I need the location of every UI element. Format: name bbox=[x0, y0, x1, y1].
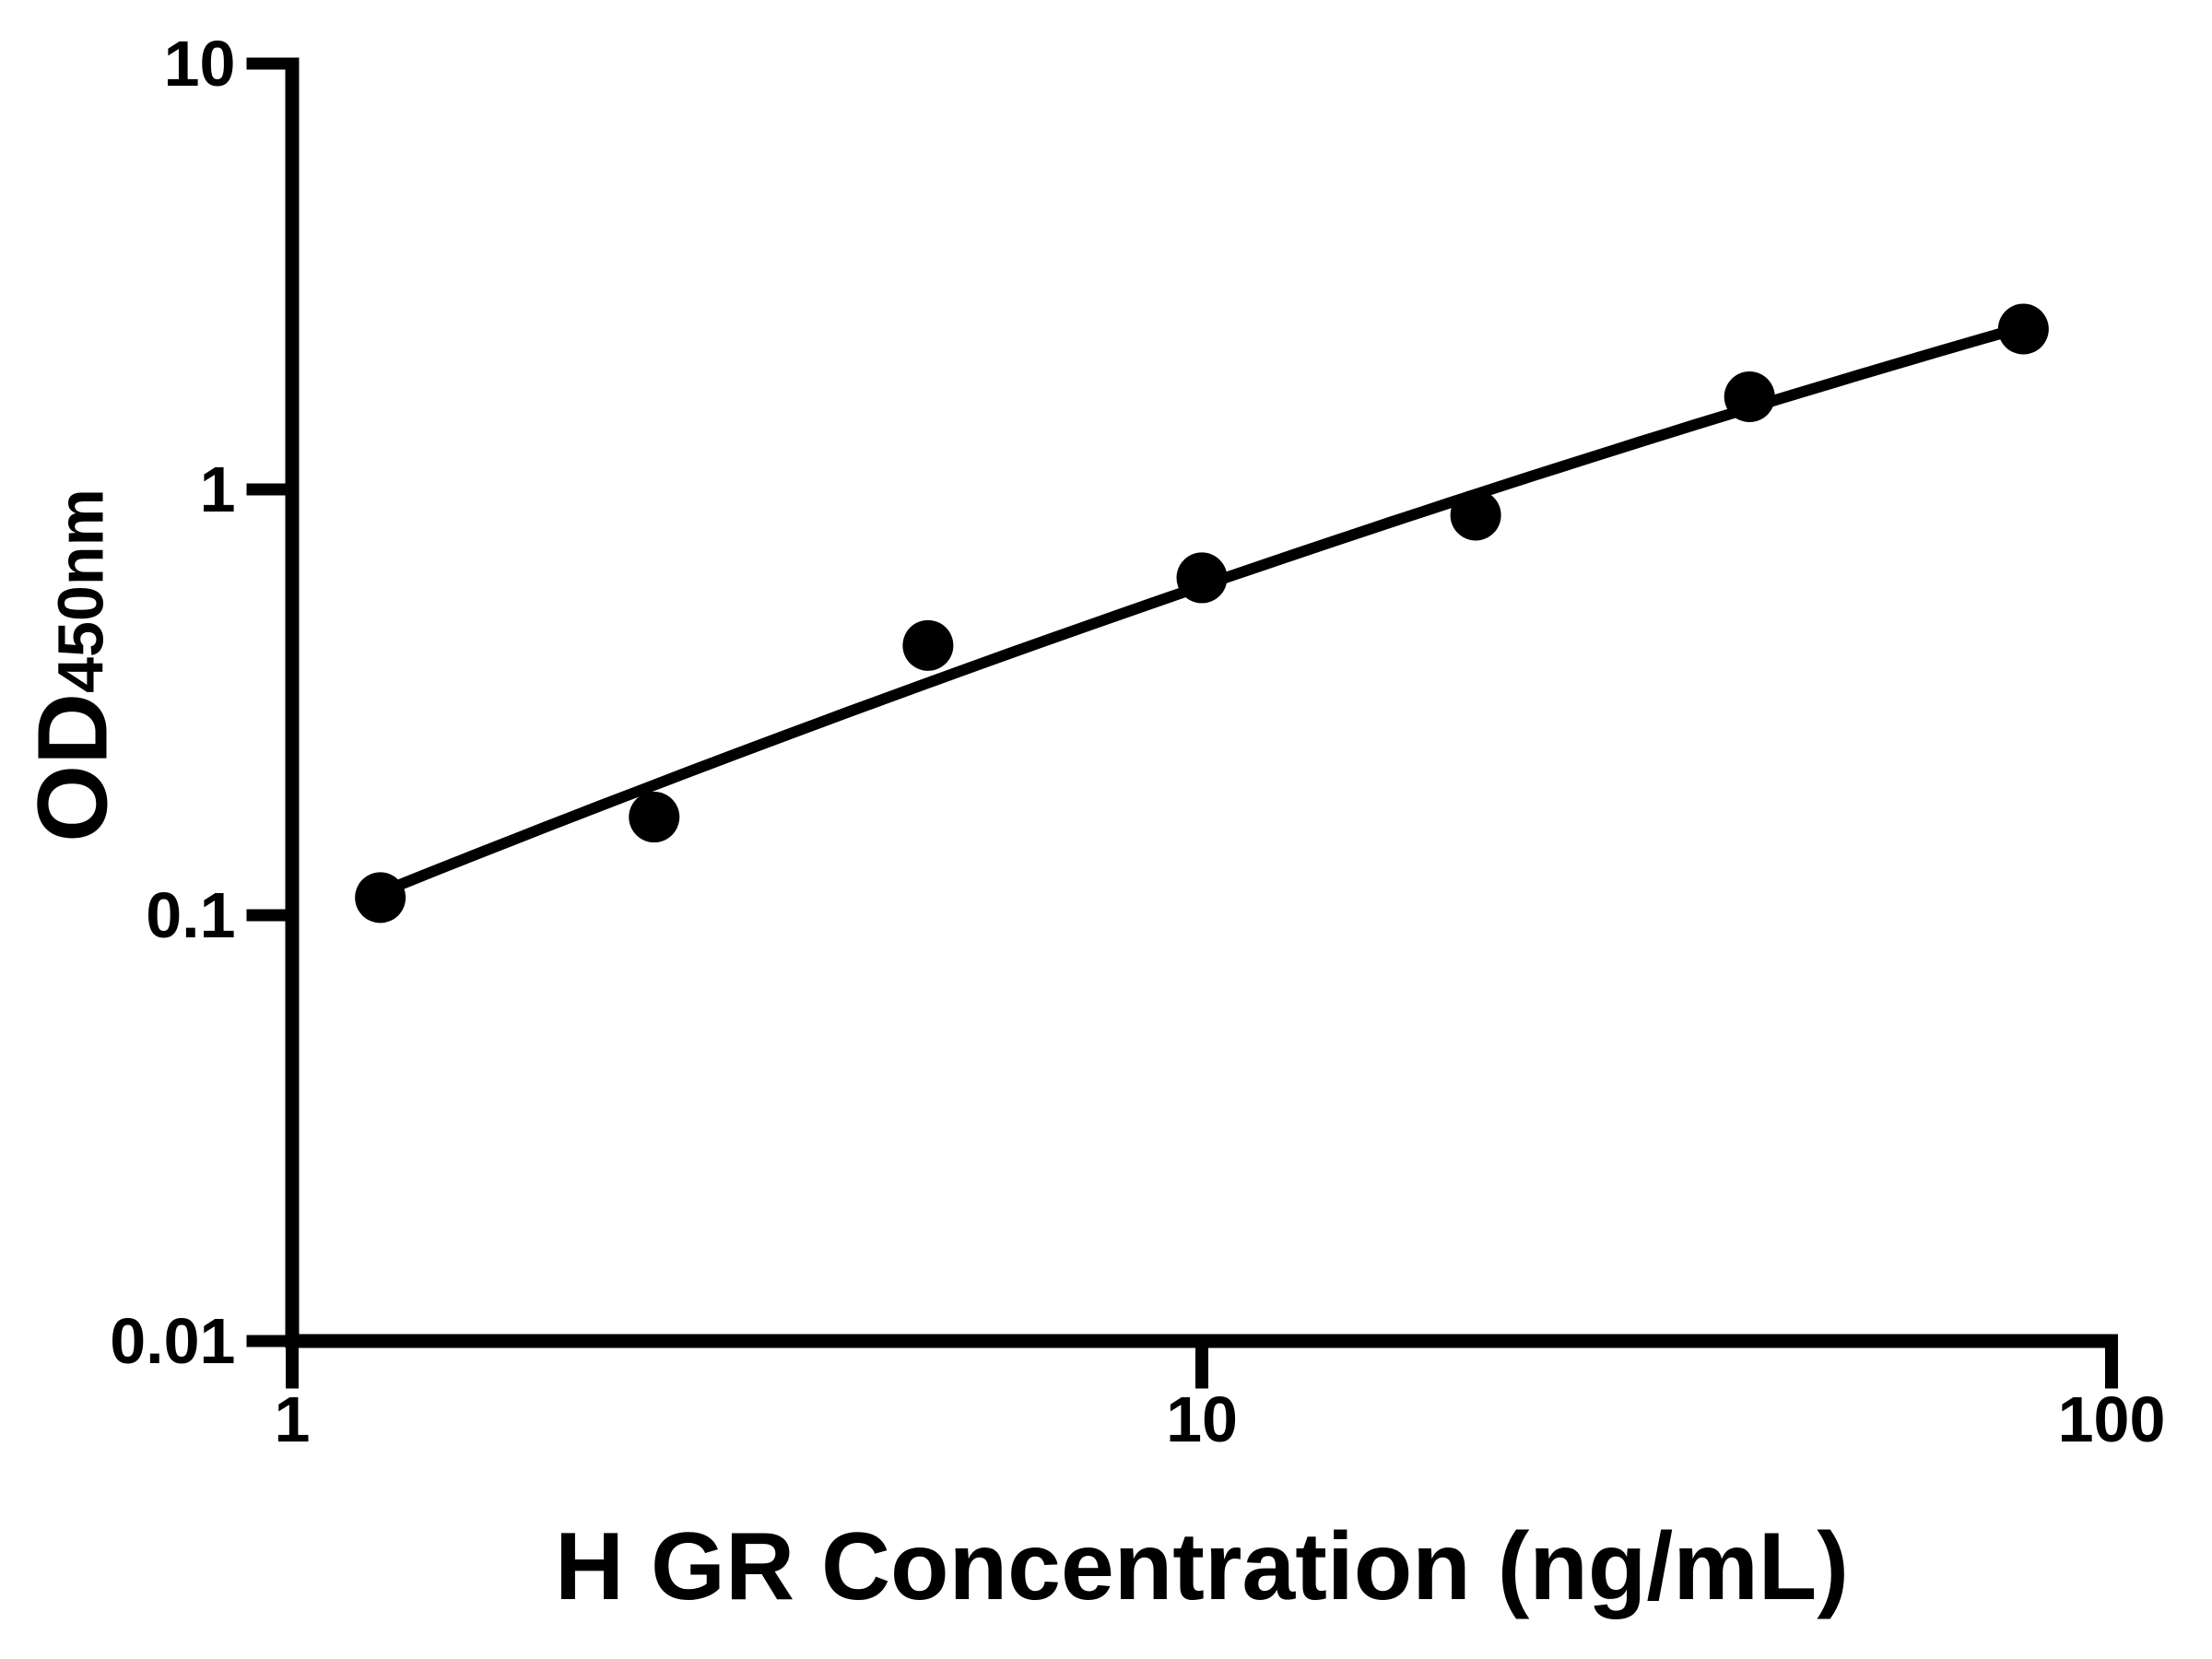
x-axis-title: H GR Concentration (ng/mL) bbox=[285, 1507, 2119, 1627]
y-axis-line bbox=[285, 57, 300, 1348]
y-axis-title-sub: 450nm bbox=[44, 488, 117, 693]
y-tick-label: 10 bbox=[164, 28, 236, 100]
data-point bbox=[902, 619, 954, 671]
x-tick-label: 1 bbox=[275, 1383, 311, 1455]
y-tick bbox=[246, 909, 286, 922]
y-tick bbox=[246, 483, 286, 496]
x-tick bbox=[1195, 1347, 1208, 1389]
y-tick bbox=[246, 1335, 286, 1347]
trend-line bbox=[378, 322, 2025, 898]
x-axis-line bbox=[285, 1334, 2118, 1348]
x-tick bbox=[286, 1347, 299, 1389]
x-tick-label: 10 bbox=[1166, 1383, 1238, 1455]
y-tick-label: 1 bbox=[200, 453, 236, 525]
y-tick-label: 0.1 bbox=[146, 879, 235, 951]
data-point bbox=[355, 872, 406, 924]
y-axis-title-main: OD bbox=[16, 692, 128, 842]
data-point bbox=[1176, 552, 1228, 604]
x-tick-label: 100 bbox=[2058, 1383, 2166, 1455]
y-tick-label: 0.01 bbox=[110, 1305, 235, 1377]
x-tick bbox=[2105, 1347, 2118, 1389]
y-tick bbox=[246, 57, 286, 70]
data-point bbox=[1997, 303, 2049, 355]
x-axis-title-text: H GR Concentration (ng/mL) bbox=[555, 1513, 1849, 1620]
data-point bbox=[629, 792, 680, 843]
y-axis-title: OD450nm bbox=[15, 488, 130, 842]
data-point bbox=[1724, 371, 1775, 423]
data-point bbox=[1450, 489, 1501, 541]
